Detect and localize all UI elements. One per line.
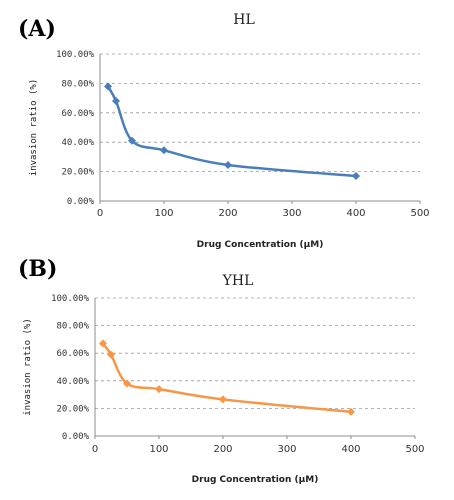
y-tick-label: 40.00% [56,377,89,387]
x-tick-label: 400 [341,444,360,455]
data-point-marker [352,172,360,181]
y-tick-label: 0.00% [62,432,90,442]
data-point-marker [123,379,131,388]
x-tick-label: 400 [346,208,365,219]
x-tick-label: 0 [97,208,103,219]
chart-panel-a: (A) HL 0.00% 20.00% 40.00% 60.00% 80.00% 100.00… [18,12,430,250]
chart-title: YHL [222,273,254,289]
data-point-marker [128,136,136,145]
y-tick-label: 20.00% [56,404,89,414]
panel-label: (B) [18,256,57,282]
y-tick-label: 40.00% [61,138,94,148]
x-tick-label: 300 [282,208,301,219]
y-tick-label: 60.00% [61,109,94,119]
y-axis-title: invasion ratio (%) [29,79,39,177]
data-point-marker [112,97,120,106]
chart-panel-b: (B) YHL 0.00% 20.00% 40.00% 60.00% 80.00% 100.0… [18,256,425,485]
data-point-marker [155,385,163,394]
y-tick-label: 60.00% [56,349,89,359]
y-tick-label: 80.00% [61,79,94,89]
panel-label: (A) [18,16,56,42]
y-tick-label: 0.00% [67,197,95,207]
y-axis-title: invasion ratio (%) [23,318,33,416]
x-tick-label: 200 [218,208,237,219]
y-tick-label: 100.00% [51,294,90,304]
y-tick-label: 80.00% [56,322,89,332]
x-tick-label: 300 [277,444,296,455]
x-tick-label: 500 [410,208,429,219]
series-line [101,342,353,414]
x-tick-label: 100 [149,444,168,455]
x-axis-title: Drug Concentration (μM) [197,240,324,250]
data-point-marker [107,350,115,359]
data-point-marker [99,339,107,348]
y-tick-label: 100.00% [56,50,95,60]
x-axis-title: Drug Concentration (μM) [192,475,319,485]
data-point-marker [224,160,232,169]
data-point-marker [104,82,112,91]
x-tick-label: 100 [154,208,173,219]
y-tick-label: 20.00% [61,168,94,178]
x-tick-label: 0 [92,444,98,455]
data-point-marker [219,395,227,404]
x-tick-label: 500 [405,444,424,455]
chart-title: HL [233,12,255,28]
series-line [106,85,358,178]
x-tick-label: 200 [213,444,232,455]
data-point-marker [160,146,168,155]
data-point-marker [347,407,355,416]
